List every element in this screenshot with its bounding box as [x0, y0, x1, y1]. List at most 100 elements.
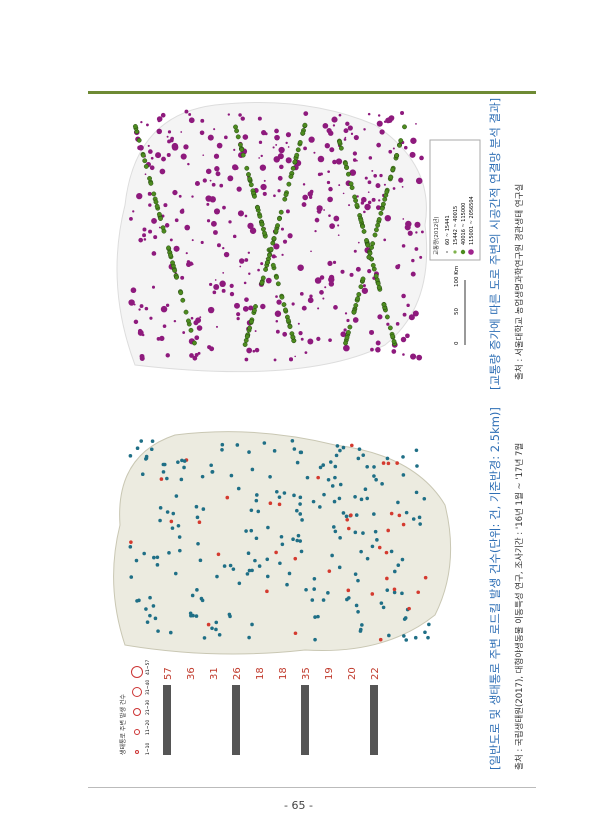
dot — [356, 292, 362, 297]
dot — [349, 169, 357, 176]
dot — [207, 345, 212, 350]
dot — [265, 574, 270, 579]
dot — [179, 477, 184, 482]
dot — [398, 177, 404, 183]
dot — [328, 276, 335, 283]
dot — [363, 210, 366, 214]
count: 20 — [347, 667, 358, 680]
dot — [271, 254, 276, 259]
dot — [150, 439, 155, 444]
dot — [222, 272, 225, 274]
dot — [277, 495, 282, 499]
dot — [237, 210, 245, 217]
dot — [200, 240, 204, 244]
dot — [280, 227, 284, 231]
dot — [215, 325, 219, 328]
legend-label: 41~57 — [145, 660, 151, 675]
dot — [171, 511, 176, 516]
dot — [244, 165, 250, 171]
dot — [298, 502, 302, 506]
dot — [322, 492, 326, 497]
dot — [354, 202, 360, 208]
dot — [389, 511, 394, 516]
dot — [292, 447, 297, 451]
dot — [160, 112, 166, 118]
legend-label: 40016 ~ 115000 — [461, 203, 467, 245]
dot — [140, 120, 143, 124]
dot — [162, 462, 167, 467]
dot — [293, 556, 298, 561]
page-number: - 65 - — [284, 799, 313, 812]
dot — [180, 458, 184, 463]
dot — [369, 245, 374, 250]
dot — [303, 146, 307, 151]
maps: 생태통로 주변 발생 건수 1~10 11~20 21~30 31~40 41~57 5… — [95, 102, 481, 770]
dot — [205, 195, 212, 202]
dot — [229, 283, 234, 288]
dot — [245, 572, 250, 576]
dot — [402, 634, 406, 638]
dot — [156, 116, 163, 122]
dot — [411, 258, 415, 263]
dot — [146, 123, 149, 127]
dot — [279, 294, 285, 300]
dot — [162, 324, 167, 328]
dot — [249, 319, 254, 324]
dot — [327, 196, 333, 203]
dot — [279, 164, 284, 170]
dot — [158, 518, 162, 523]
dot — [174, 218, 179, 223]
dot — [288, 174, 294, 179]
dot — [392, 187, 396, 190]
dot — [361, 196, 367, 203]
dot — [359, 497, 364, 502]
dot — [333, 529, 338, 534]
dot — [254, 330, 257, 333]
dot — [135, 446, 140, 451]
dot — [404, 638, 409, 642]
dot — [180, 153, 187, 160]
dot — [278, 209, 284, 215]
dot — [400, 336, 407, 343]
count-row — [347, 685, 355, 755]
dot — [298, 495, 303, 500]
dot — [363, 128, 366, 131]
dot — [213, 230, 218, 235]
dot — [219, 183, 224, 188]
dot — [250, 622, 254, 627]
dot — [259, 280, 265, 286]
dot — [407, 230, 413, 236]
dot — [152, 555, 156, 560]
dot — [249, 508, 254, 513]
dot — [410, 137, 417, 144]
dot — [401, 473, 406, 477]
dot — [277, 216, 282, 222]
count-row — [186, 685, 194, 755]
dot — [423, 630, 427, 635]
dot — [267, 252, 272, 258]
dot — [337, 234, 340, 236]
dot — [321, 598, 326, 602]
dot — [273, 243, 280, 250]
dot — [128, 545, 133, 549]
count: 18 — [278, 667, 289, 680]
dot — [243, 337, 249, 343]
dot — [333, 475, 337, 480]
dot — [232, 234, 237, 239]
dot — [186, 261, 192, 267]
dot — [253, 304, 258, 309]
dot — [398, 138, 404, 143]
dot — [333, 305, 338, 310]
dot — [305, 475, 310, 480]
legend-swatch — [135, 750, 139, 754]
dot — [240, 116, 245, 121]
count: 22 — [370, 667, 381, 680]
dot — [343, 128, 349, 134]
dot — [244, 297, 249, 302]
dot — [346, 526, 351, 531]
dot — [370, 262, 376, 268]
dot — [397, 263, 401, 267]
dot — [298, 331, 303, 336]
dot — [361, 287, 369, 294]
dot — [335, 158, 343, 165]
